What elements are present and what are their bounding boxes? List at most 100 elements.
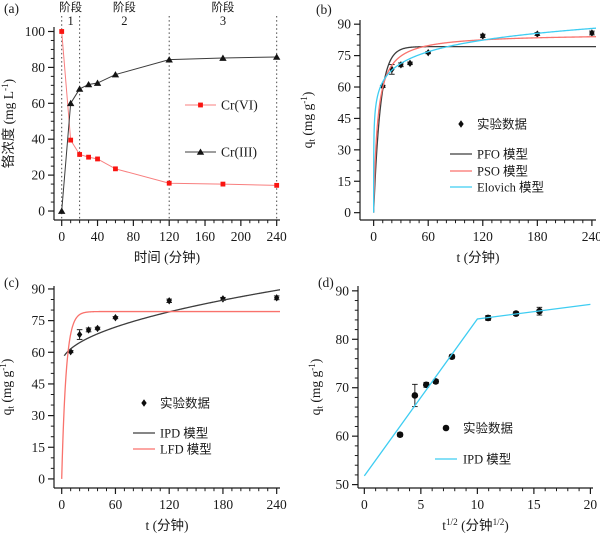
legend-label: 实验数据 (160, 395, 210, 410)
y-tick-label: 50 (336, 477, 350, 492)
square-marker (113, 166, 118, 172)
stage-number: 1 (68, 14, 74, 28)
x-tick-label: 40 (91, 229, 105, 244)
y-tick-label: 0 (344, 205, 351, 220)
y-tick-label: 80 (32, 60, 46, 75)
y-tick-label: 30 (32, 408, 46, 423)
y-tick-label: 90 (336, 283, 350, 298)
y-tick-label: 60 (336, 429, 350, 444)
model-curve (372, 36, 596, 213)
y-tick-label: 40 (32, 132, 46, 147)
series-IPD 模型 (363, 303, 591, 477)
y-tick-label: 75 (32, 313, 46, 328)
diamond-marker (141, 399, 147, 407)
y-axis-title: qt (mg g-1) (0, 359, 16, 416)
x-tick-label: 5 (417, 497, 424, 512)
legend-label: 实验数据 (477, 116, 527, 131)
x-tick-label: 20 (584, 497, 598, 512)
legend-label: 实验数据 (463, 420, 513, 435)
panel-c: 0 60 120 180 240 0 15 30 45 60 75 90 t (分钟) qt (mg g-… (0, 268, 300, 537)
data-line (61, 56, 277, 212)
triangle-marker (196, 148, 205, 155)
axes (53, 286, 280, 489)
y-tick-label: 0 (38, 204, 45, 219)
x-tick-label: 60 (109, 497, 123, 512)
y-axis: 0 15 30 45 60 75 90 (32, 281, 54, 486)
triangle-marker (75, 85, 84, 92)
y-tick-label: 45 (338, 111, 352, 126)
y-axis-title: qt (mg g-1) (300, 92, 317, 149)
square-marker (220, 181, 226, 187)
stage-label: 阶段 (59, 0, 82, 14)
triangle-marker (111, 71, 120, 78)
diamond-marker (94, 324, 101, 333)
x-tick-label: 60 (421, 229, 435, 244)
y-tick-label: 60 (338, 80, 352, 95)
y-tick-label: 0 (38, 471, 45, 486)
legend-label: Cr(III) (221, 144, 257, 159)
y-axis: 50 60 70 80 90 (336, 283, 358, 492)
triangle-marker (58, 207, 66, 214)
series-PSO 模型 (372, 36, 596, 213)
panel-b: 0 60 120 180 240 0 15 30 45 60 75 90 t (分钟) qt (mg g-… (300, 0, 600, 268)
x-tick-label: 80 (127, 229, 141, 244)
axes (359, 20, 596, 221)
x-tick-label: 0 (58, 229, 65, 244)
diamond-marker (85, 326, 92, 334)
panel-a: 阶段 1 阶段 2 阶段 3 0 40 80 120 160 200 240 0 20 40 60 80 100 时间… (0, 0, 300, 268)
diamond-marker (220, 295, 226, 303)
panel-c-chart: 0 60 120 180 240 0 15 30 45 60 75 90 t (分钟) qt (mg g-… (0, 275, 287, 533)
triangle-marker (165, 56, 173, 63)
diamond-marker (480, 32, 486, 40)
x-tick-label: 180 (213, 497, 234, 512)
diamond-marker (166, 297, 172, 305)
y-tick-label: 15 (338, 174, 352, 189)
x-tick-label: 120 (159, 497, 180, 512)
legend-label: Cr(VI) (221, 97, 258, 112)
square-marker (86, 154, 91, 160)
series-Elovich 模型 (373, 27, 596, 213)
model-curve (61, 310, 280, 480)
legend: Cr(VI) Cr(III) (185, 97, 258, 159)
circle-marker (442, 424, 450, 432)
x-tick-label: 0 (361, 497, 368, 512)
y-tick-label: 70 (336, 380, 350, 395)
model-curve (372, 45, 596, 213)
x-axis-title: t (分钟) (456, 249, 499, 265)
series-实验数据 (67, 294, 280, 356)
triangle-marker (219, 54, 227, 61)
y-axis: 0 15 30 45 60 75 90 (338, 17, 360, 220)
panel-letter: (d) (318, 275, 334, 290)
series-LFD 模型 (61, 310, 280, 480)
x-tick-label: 180 (527, 229, 548, 244)
y-tick-label: 60 (32, 345, 46, 360)
x-tick-label: 240 (582, 229, 600, 244)
panel-letter: (c) (4, 275, 19, 290)
legend-label: PFO 模型 (477, 147, 528, 161)
x-tick-label: 15 (527, 497, 541, 512)
x-tick-label: 0 (58, 497, 65, 512)
x-axis: 0 5 10 15 20 (361, 488, 597, 512)
series-实验数据 (396, 306, 543, 439)
x-axis-title: 时间 (分钟) (134, 249, 200, 265)
legend-label: PSO 模型 (477, 164, 528, 178)
x-tick-label: 120 (159, 229, 180, 244)
series-Cr(III) (58, 53, 281, 214)
legend-label: Elovich 模型 (477, 180, 544, 194)
circle-marker (422, 381, 430, 389)
series-PFO 模型 (372, 45, 596, 213)
y-tick-label: 100 (25, 24, 46, 39)
legend-label: IPD 模型 (160, 426, 208, 440)
model-curve (63, 289, 280, 357)
diamond-marker (112, 313, 119, 322)
x-axis: 0 60 120 180 240 (58, 488, 287, 512)
legend: 实验数据 IPD 模型 LFD 模型 (133, 395, 212, 456)
legend-label: LFD 模型 (160, 442, 212, 456)
square-marker (274, 182, 280, 188)
x-axis-title: t1/2 (分钟1/2) (442, 517, 509, 533)
circle-marker (448, 353, 456, 361)
series-IPD 模型 (63, 289, 280, 357)
triangle-marker (272, 53, 281, 60)
series-Cr(VI) (59, 29, 280, 188)
